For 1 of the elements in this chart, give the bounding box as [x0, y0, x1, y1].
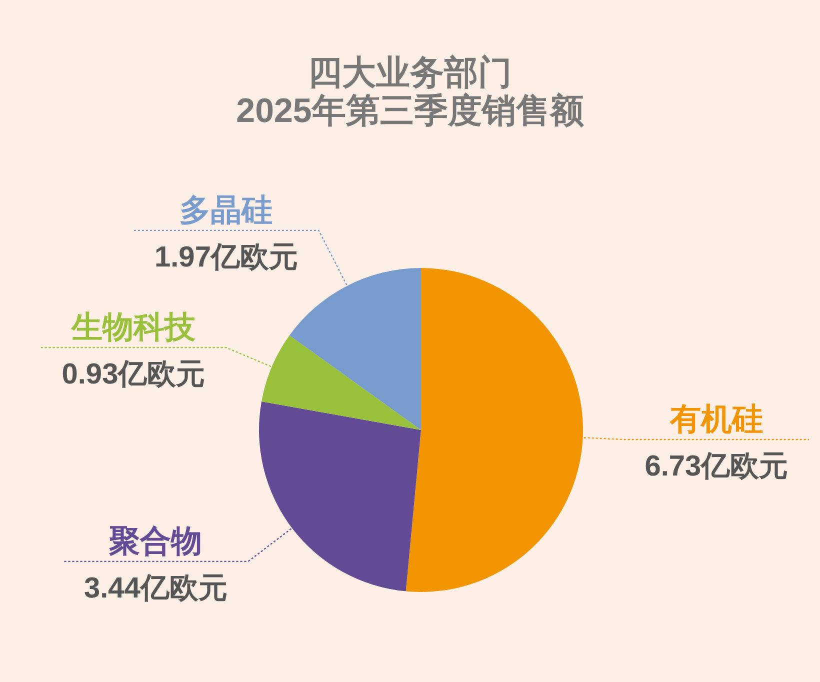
title: 四大业务部门 2025年第三季度销售额 [236, 54, 584, 130]
